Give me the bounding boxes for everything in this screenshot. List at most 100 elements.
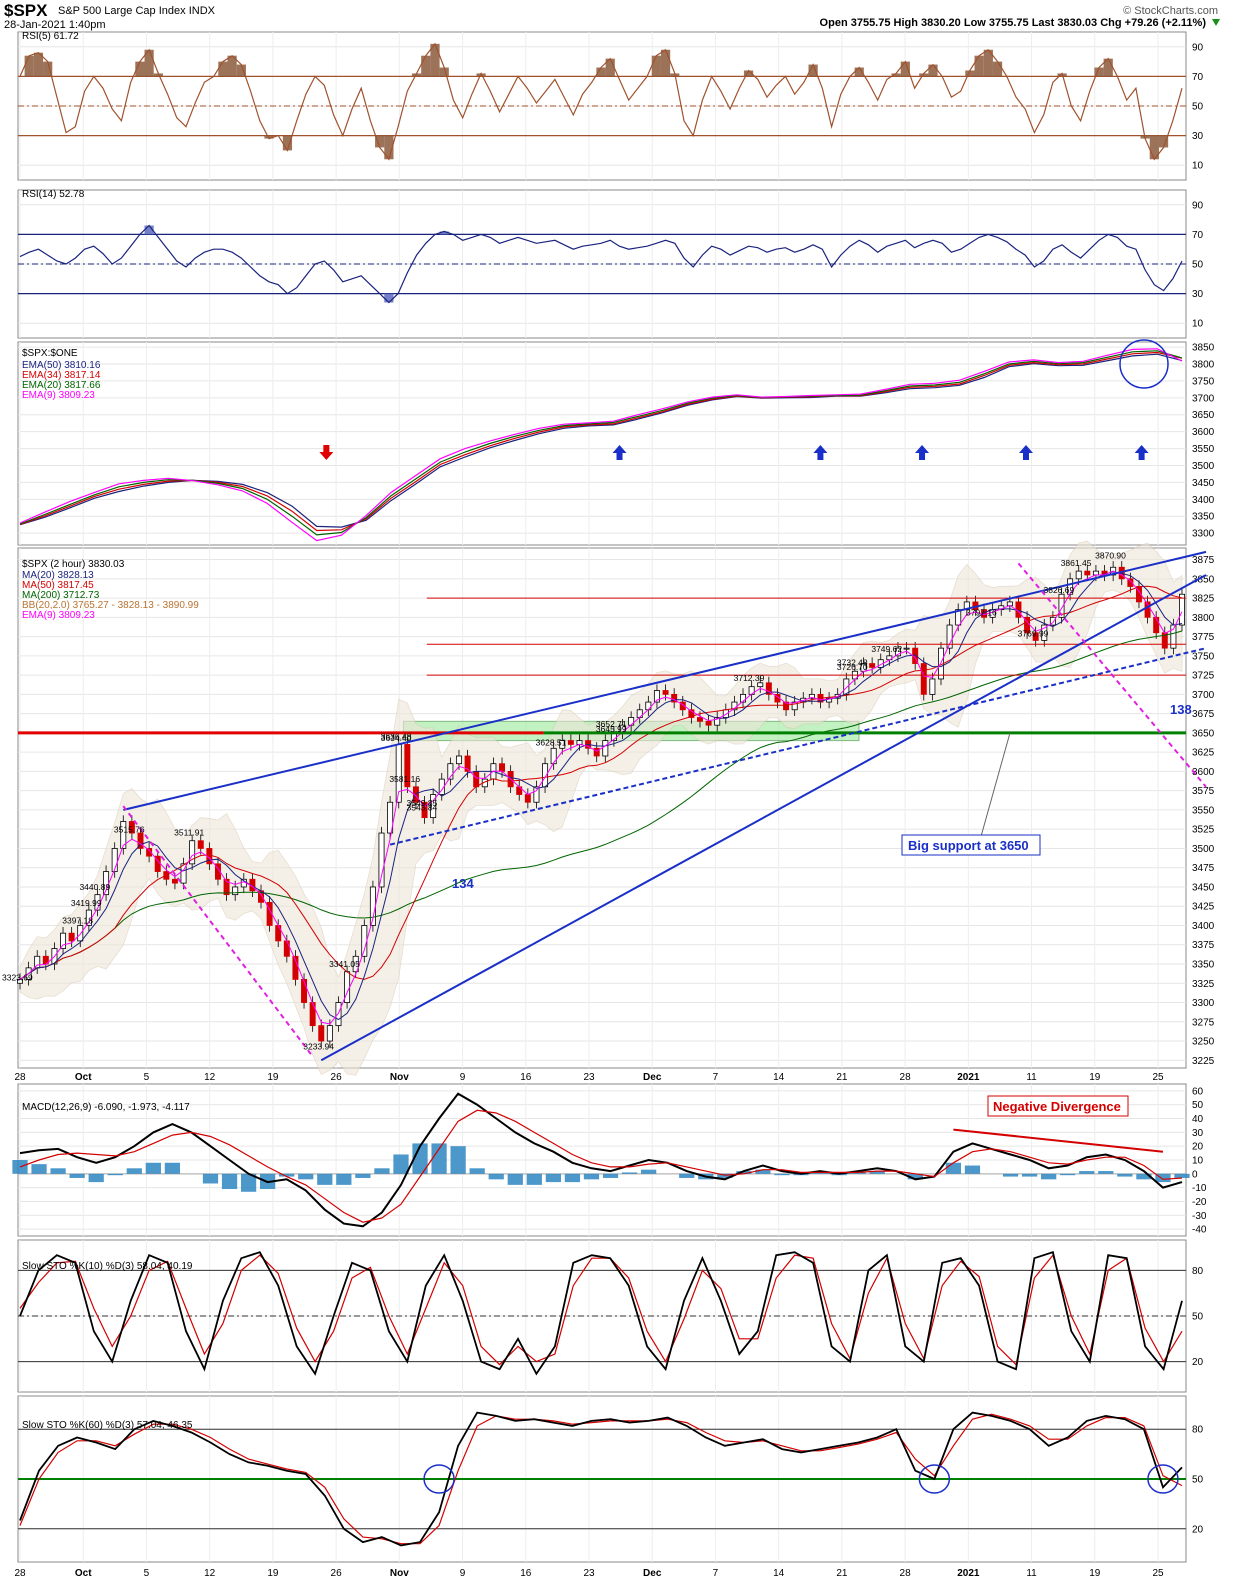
candle-body xyxy=(688,709,695,718)
date-tick-label: 9 xyxy=(460,1072,466,1083)
candle-body xyxy=(783,701,790,711)
macd-histogram-bar xyxy=(31,1164,47,1174)
rsi5-extreme-fill xyxy=(384,135,394,160)
arrow-up-icon xyxy=(612,445,627,460)
candle-body xyxy=(430,794,437,819)
candle-body xyxy=(903,647,910,650)
ema9-price-line xyxy=(19,570,1183,1025)
index-name: S&P 500 Large Cap Index INDX xyxy=(58,5,216,17)
candle-body xyxy=(1153,616,1160,634)
candle-body xyxy=(653,690,660,703)
sto60-tick-label: 20 xyxy=(1192,1524,1204,1535)
candle-body xyxy=(533,786,540,803)
date-tick-label: 26 xyxy=(331,1072,343,1083)
price-annotation: 3419.99 xyxy=(71,898,102,908)
date-tick-label: 25 xyxy=(1152,1072,1164,1083)
date-tick-label: Nov xyxy=(390,1072,409,1083)
sto60-tick-label: 80 xyxy=(1192,1425,1204,1436)
date-tick-label: 11 xyxy=(1026,1072,1037,1083)
date-tick-label: 28 xyxy=(14,1568,26,1579)
candle-body xyxy=(223,878,230,896)
macd-histogram-bar xyxy=(298,1173,314,1180)
macd-histogram-bar xyxy=(145,1162,161,1174)
rsi5-extreme-fill xyxy=(476,73,486,77)
rsi5-tick-label: 30 xyxy=(1192,131,1204,142)
candle-body xyxy=(1041,624,1048,641)
candle-body xyxy=(567,740,574,745)
price-tick-label: 3600 xyxy=(1192,767,1215,778)
candle-body xyxy=(137,832,144,849)
date-tick-label: 14 xyxy=(773,1568,785,1579)
rsi5-extreme-fill xyxy=(605,58,615,77)
macd-tick-label: 60 xyxy=(1192,1086,1204,1097)
rsi14-extreme-fill xyxy=(439,231,449,235)
date-tick-label: 7 xyxy=(713,1568,719,1579)
candle-body xyxy=(671,693,678,703)
candle-body xyxy=(180,863,187,884)
macd-histogram-bar xyxy=(488,1173,504,1180)
sto60-label: Slow STO %K(60) %D(3) 57.04, 46.35 xyxy=(22,1420,193,1431)
macd-histogram-bar xyxy=(964,1165,981,1174)
date-tick-label: 26 xyxy=(331,1568,343,1579)
price-tick-label: 3225 xyxy=(1192,1056,1215,1067)
price-tick-label: 3875 xyxy=(1192,555,1215,566)
macd-histogram-bar xyxy=(374,1168,390,1174)
rsi5-extreme-fill xyxy=(660,49,671,77)
candle-body xyxy=(120,821,127,849)
candle-body xyxy=(697,717,703,722)
macd-tick-label: 40 xyxy=(1192,1114,1204,1125)
rsi5-extreme-fill xyxy=(24,55,34,77)
macd-histogram-bar xyxy=(1002,1173,1019,1177)
macd-histogram-bar xyxy=(50,1168,66,1174)
macd-histogram-bar xyxy=(717,1173,733,1178)
rsi5-extreme-fill xyxy=(1149,135,1159,160)
rsi5-extreme-fill xyxy=(974,55,984,77)
candle-body xyxy=(447,763,454,780)
macd-histogram-bar xyxy=(355,1173,371,1178)
ema-tick-label: 3450 xyxy=(1192,478,1215,489)
date-tick-label: 2021 xyxy=(957,1072,980,1083)
sto60-series xyxy=(18,1411,1186,1547)
rsi5-extreme-fill xyxy=(1094,67,1104,77)
price-annotation: 3233.94 xyxy=(303,1041,334,1051)
macd-histogram-bar xyxy=(526,1173,542,1185)
candle-body xyxy=(1058,593,1065,618)
price-tick-label: 3375 xyxy=(1192,940,1215,951)
date-tick-label: 23 xyxy=(583,1072,595,1083)
price-annotation: 3826.69 xyxy=(1043,585,1074,595)
macd-histogram-bar xyxy=(869,1171,885,1174)
macd-histogram-bar xyxy=(202,1173,219,1184)
ema-tick-label: 3550 xyxy=(1192,444,1215,455)
rsi5-series xyxy=(18,42,1186,161)
ema-tick-label: 3400 xyxy=(1192,495,1215,506)
arrow-up-icon xyxy=(813,445,828,460)
change-up-icon xyxy=(1212,19,1220,26)
macd-tick-label: 50 xyxy=(1192,1100,1204,1111)
candle-body xyxy=(378,832,385,888)
macd-histogram-bar xyxy=(945,1162,962,1174)
candle-body xyxy=(1144,601,1151,618)
exchange-label: INDX xyxy=(189,5,216,17)
date-tick-label: 2021 xyxy=(957,1568,980,1579)
indicator-panels: 1030507090103050709033003350340034503500… xyxy=(2,31,1215,1579)
arrow-up-icon xyxy=(1134,445,1149,460)
sto60-highlight-circle xyxy=(918,1464,951,1494)
candle-body xyxy=(464,755,471,772)
candle-body xyxy=(1032,632,1039,641)
macd-histogram-bar xyxy=(755,1169,771,1174)
ema9-legend: EMA(9) 3809.23 xyxy=(22,390,95,401)
candle-body xyxy=(628,717,635,726)
candle-body xyxy=(68,932,75,942)
macd-histogram-bar xyxy=(545,1173,561,1183)
chart-header: $SPX S&P 500 Large Cap Index INDX 28-Jan… xyxy=(4,1,1220,31)
ema-line-0 xyxy=(19,353,1183,528)
macd-line-0 xyxy=(19,1092,1183,1228)
arrow-up-icon xyxy=(915,445,930,460)
sto10-tick-label: 20 xyxy=(1192,1357,1204,1368)
ema-tick-label: 3650 xyxy=(1192,410,1215,421)
candle-body xyxy=(309,1002,316,1027)
price-annotation: 3726.70 xyxy=(837,662,868,672)
lower-trendline xyxy=(320,574,1207,1062)
date-tick-label: 7 xyxy=(713,1072,719,1083)
ema-panel-label: $SPX:$ONE xyxy=(22,348,78,359)
